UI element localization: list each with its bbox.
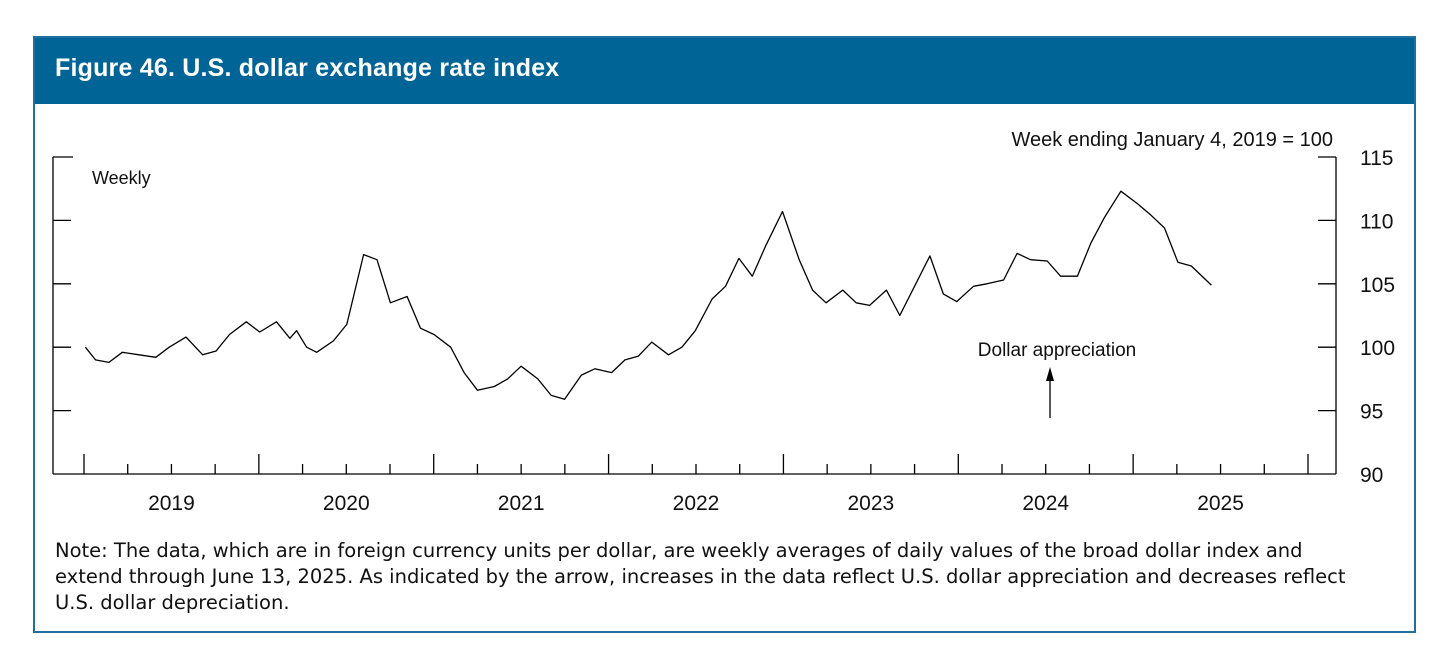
x-tick-label: 2019 [148, 492, 195, 515]
figure-header: Figure 46. U.S. dollar exchange rate ind… [35, 38, 1414, 104]
x-tick-label: 2024 [1022, 492, 1069, 515]
figure-title: Figure 46. U.S. dollar exchange rate ind… [55, 54, 560, 82]
y-tick-label: 105 [1360, 274, 1395, 297]
y-tick-label: 95 [1360, 401, 1383, 424]
annotation-label: Dollar appreciation [978, 340, 1136, 361]
x-tick-label: 2021 [498, 492, 545, 515]
appreciation-arrow-icon [1046, 367, 1054, 418]
y-tick-label: 90 [1360, 464, 1383, 487]
unit-label: Week ending January 4, 2019 = 100 [1011, 129, 1333, 151]
series-line [84, 190, 1212, 400]
x-tick-label: 2023 [847, 492, 894, 515]
line-chart: 90 95 100 105 110 115 2019 2020 2021 2022 2023 2024… [52, 129, 1395, 515]
x-tick-label: 2020 [323, 492, 370, 515]
x-tick-label: 2022 [673, 492, 720, 515]
figure-note: Note: The data, which are in foreign cur… [55, 539, 1346, 614]
y-tick-label: 110 [1360, 210, 1393, 233]
y-tick-label: 100 [1360, 337, 1395, 360]
frequency-label: Weekly [92, 168, 151, 188]
y-tick-label: 115 [1360, 147, 1393, 170]
figure-frame: Figure 46. U.S. dollar exchange rate ind… [33, 36, 1416, 633]
x-tick-label: 2025 [1197, 492, 1244, 515]
